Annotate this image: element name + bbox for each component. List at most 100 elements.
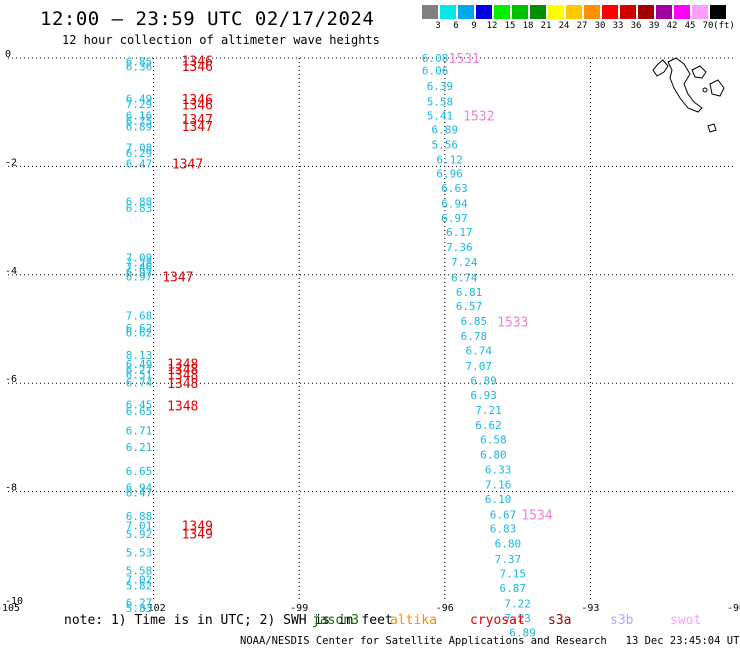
wave-height-label: 6.08 [422,52,449,65]
color-scale-swatch [620,5,636,19]
color-scale-tick-label: 24 [558,21,570,31]
color-scale-tick-label: 18 [522,21,534,31]
pass-time-label: 1533 [497,315,528,330]
color-scale-tick-label: 12 [486,21,498,31]
color-scale-swatch [674,5,690,19]
color-scale-tick-label: 33 [612,21,624,31]
color-scale-tick-label: 70 [702,21,714,31]
wave-height-label: 6.65 [126,405,153,418]
satellite-legend-entry: s3b [610,613,634,628]
pass-time-label: 1348 [167,358,198,373]
color-scale-swatch [710,5,726,19]
wave-height-label: 6.67 [490,508,517,521]
wave-height-label: 8.13 [126,349,153,362]
pass-time-label: 1346 [182,93,213,108]
lon-tick-label: -93 [581,603,599,614]
wave-height-label: 7.68 [126,309,153,322]
pass-time-label: 1349 [182,520,213,535]
wave-height-label: 6.78 [461,330,488,343]
color-scale-tick-label: 15 [504,21,516,31]
color-scale-tick-label: 27 [576,21,588,31]
wave-height-label: 6.62 [475,419,502,432]
satellite-legend-entry: cryosat [470,613,525,628]
color-scale-tick-label: 3 [435,21,441,31]
wave-height-label: 5.83 [126,602,153,615]
wave-height-label: 6.71 [126,424,153,437]
color-scale-tick-label: 6 [453,21,459,31]
pass-time-label: 1347 [162,270,193,285]
coastline-fernandina [667,57,703,113]
lon-tick-label: -105 [0,603,20,614]
wave-height-label: 6.89 [432,124,459,137]
wave-height-label: 7.37 [495,553,522,566]
wave-height-label: 6.74 [126,377,153,390]
wave-height-label: 6.17 [446,226,473,239]
coastline-santa-cruz [691,65,707,79]
west-altimeter-track: 6.856.366.497.296.166.756.897.086.296.47… [126,55,213,615]
pass-time-label: 1348 [167,377,198,392]
wave-height-label: 6.51 [126,369,153,382]
pass-time-label: 1346 [182,60,213,75]
wave-height-label: 7.08 [126,141,153,154]
pass-time-label: 1531 [449,52,480,67]
wave-height-label: 6.94 [441,197,468,210]
wave-height-label: 6.75 [126,115,153,128]
wave-height-label: 6.47 [126,487,153,500]
color-scale-tick-label: 42 [666,21,678,31]
wave-height-label: 6.89 [470,374,497,387]
wave-height-label: 6.80 [480,449,507,462]
pass-time-label: 1346 [182,99,213,114]
color-scale-tick-label: 36 [630,21,642,31]
coastline-san-cristobal [709,79,725,97]
coastline-islet [702,87,708,93]
wave-height-label: 6.97 [126,266,153,279]
lat-tick-label: 0 [5,49,11,60]
color-scale-swatch [638,5,654,19]
wave-height-label: 6.97 [441,212,468,225]
lon-tick-label: -99 [290,603,308,614]
color-scale-tick-label: 39 [648,21,660,31]
color-scale-swatch [566,5,582,19]
wave-height-label: 6.85 [461,315,488,328]
lon-tick-label: -102 [142,603,166,614]
wave-height-label: 6.45 [126,398,153,411]
wave-height-label: 6.12 [436,153,463,166]
color-scale-swatch [584,5,600,19]
lon-tick-label: -90 [727,603,740,614]
wave-height-label: 6.83 [490,522,517,535]
wave-height-label: 6.47 [126,158,153,171]
wave-height-label: 7.46 [126,261,153,274]
wave-height-label: 5.58 [126,565,153,578]
wave-height-label: 7.23 [504,612,531,625]
east-altimeter-track: 6.086.06 6.39 5.585.41 6.89 5.566.126.96 6.63… [422,52,553,640]
lon-tick-label: -96 [436,603,454,614]
coastline-floreana [707,123,717,133]
wave-height-label: 7.21 [475,404,502,417]
wave-height-label: 6.57 [456,300,483,313]
wave-height-label: 7.01 [126,520,153,533]
wave-height-label: 6.58 [480,434,507,447]
wave-height-label: 6.74 [466,345,493,358]
color-scale-swatch [602,5,618,19]
pass-time-label: 1348 [167,399,198,414]
color-scale-swatch [512,5,528,19]
wave-height-label: 6.88 [126,196,153,209]
wave-height-label: 6.65 [126,465,153,478]
color-scale-swatch [494,5,510,19]
color-scale-tick-label: 21 [540,21,552,31]
wave-height-label: 6.96 [436,167,463,180]
wave-height-label: 6.36 [126,61,153,74]
wave-height-label: 7.07 [466,360,493,373]
wave-height-label: 6.33 [485,463,512,476]
wave-height-label: 6.62 [126,326,153,339]
color-scale-swatch [656,5,672,19]
pass-time-label: 1534 [521,508,552,523]
color-scale-swatch [548,5,564,19]
wave-height-label: 6.74 [451,272,478,285]
color-scale-swatch [422,5,438,19]
wave-height-label: 6.63 [441,182,468,195]
wave-height-label: 5.56 [432,139,459,152]
pass-time-label: 1347 [172,158,203,173]
coastline-isabela [652,59,669,77]
